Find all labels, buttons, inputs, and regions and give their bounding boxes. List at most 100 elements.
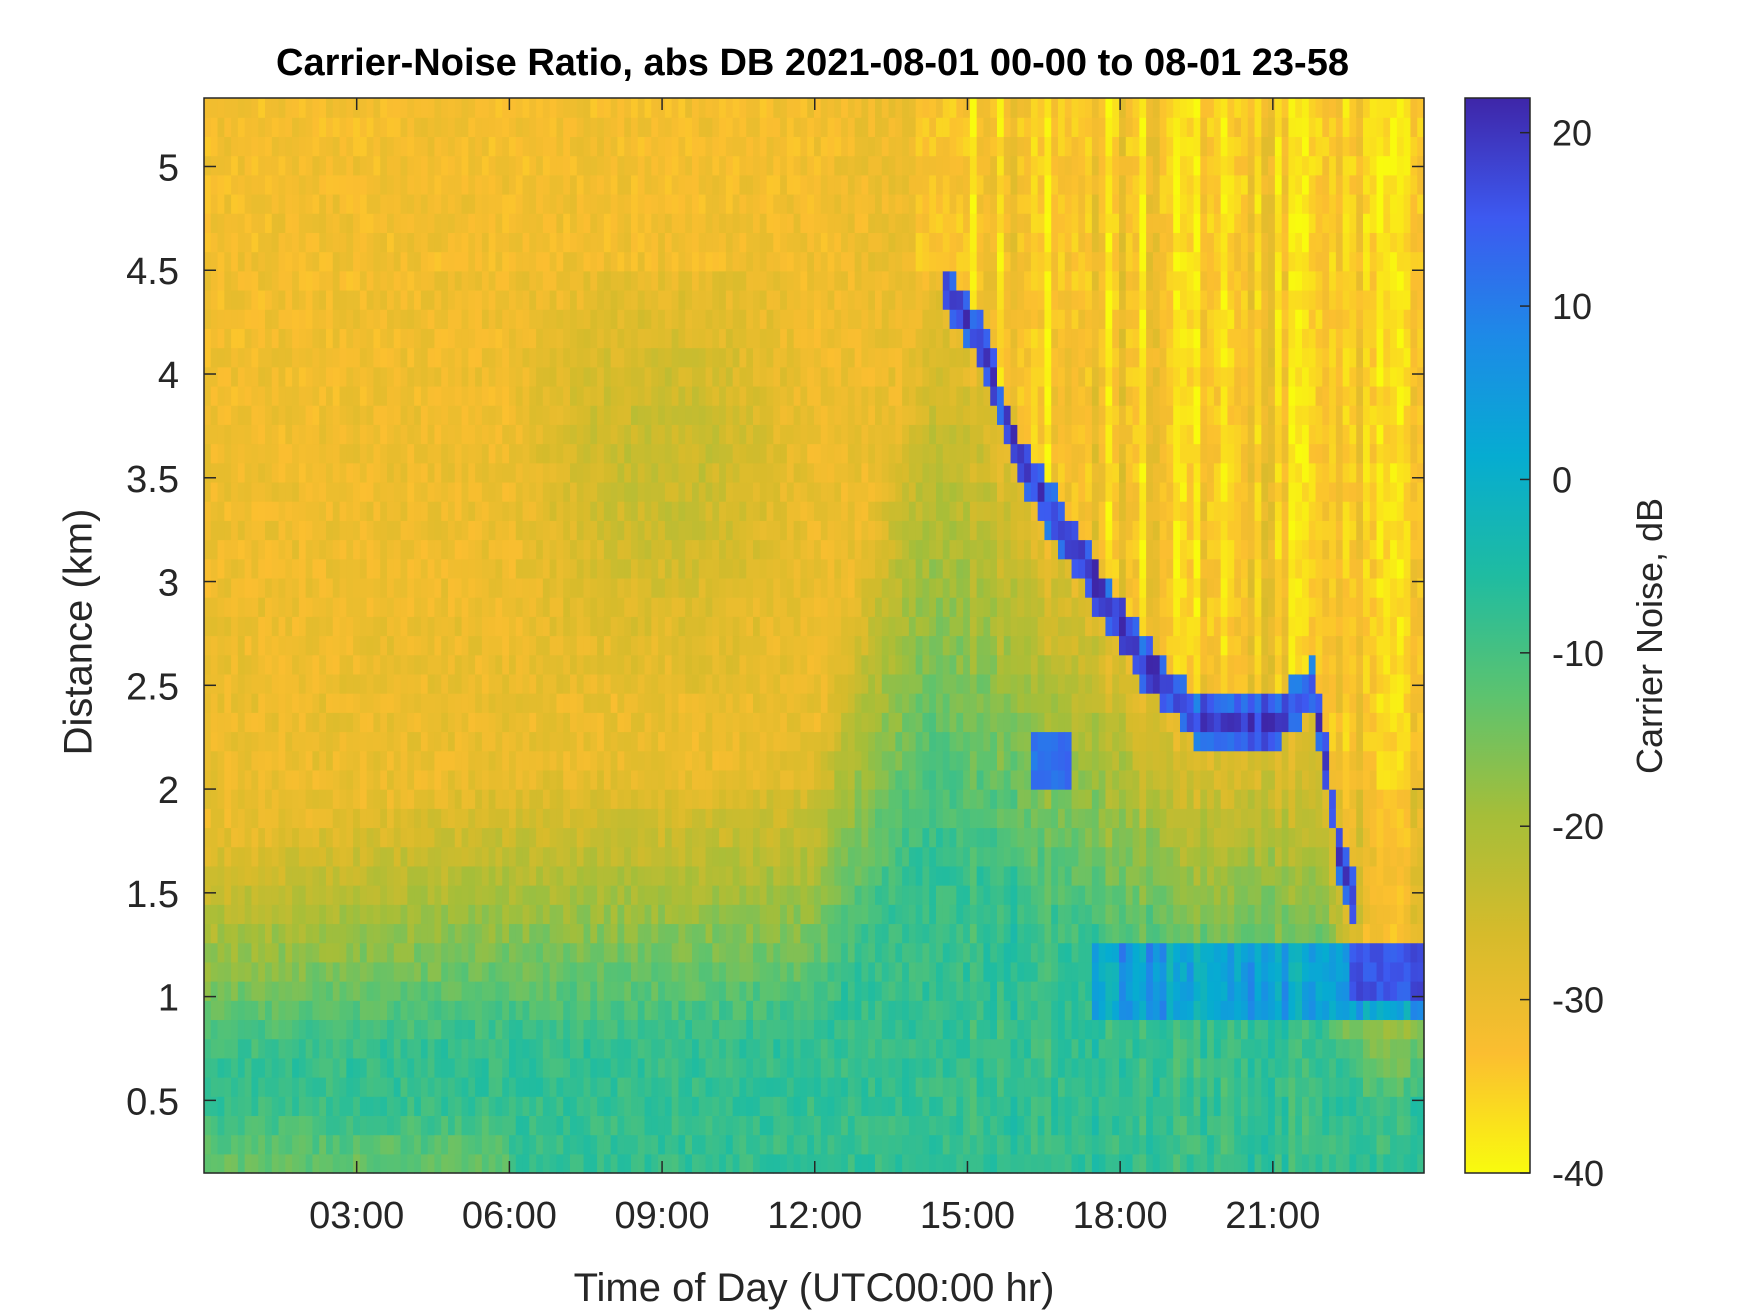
- heatmap-cell: [332, 501, 341, 521]
- heatmap-cell: [664, 923, 673, 944]
- heatmap-cell: [739, 501, 747, 521]
- heatmap-cell: [603, 731, 612, 752]
- heatmap-cell: [265, 405, 273, 425]
- heatmap-cell: [475, 174, 483, 195]
- heatmap-cell: [786, 481, 795, 502]
- heatmap-cell: [536, 328, 544, 349]
- heatmap-cell: [590, 577, 598, 598]
- heatmap-cell: [495, 174, 503, 195]
- heatmap-cell: [251, 405, 259, 425]
- heatmap-cell: [509, 251, 517, 272]
- heatmap-cell: [773, 347, 781, 368]
- heatmap-cell: [536, 769, 544, 790]
- heatmap-cell: [651, 385, 659, 406]
- heatmap-cell: [414, 366, 422, 387]
- heatmap-cell: [759, 673, 768, 694]
- heatmap-cell: [237, 136, 246, 157]
- heatmap-cell: [441, 117, 449, 137]
- heatmap-cell: [766, 1077, 774, 1097]
- heatmap-cell: [380, 347, 388, 368]
- heatmap-cell: [319, 193, 327, 214]
- heatmap-cell: [644, 1115, 652, 1136]
- heatmap-cell: [353, 136, 361, 157]
- heatmap-cell: [298, 405, 307, 425]
- heatmap-cell: [488, 481, 497, 502]
- heatmap-cell: [556, 981, 564, 1001]
- heatmap-cell: [495, 347, 503, 368]
- heatmap-cell: [305, 1153, 314, 1174]
- heatmap-cell: [793, 251, 802, 272]
- heatmap-cell: [732, 1096, 741, 1117]
- heatmap-cell: [800, 213, 808, 233]
- heatmap-cell: [217, 808, 225, 829]
- heatmap-cell: [637, 808, 646, 829]
- heatmap-cell: [237, 885, 246, 905]
- heatmap-cell: [644, 597, 652, 617]
- heatmap-cell: [393, 424, 402, 445]
- heatmap-cell: [488, 366, 497, 387]
- heatmap-cell: [400, 577, 408, 598]
- heatmap-cell: [495, 289, 503, 310]
- heatmap-cell: [759, 654, 768, 675]
- heatmap-cell: [800, 865, 808, 886]
- heatmap-cell: [509, 174, 517, 195]
- heatmap-cell: [366, 1115, 375, 1136]
- heatmap-cell: [786, 827, 795, 848]
- heatmap-cell: [664, 654, 673, 675]
- heatmap-cell: [231, 347, 239, 368]
- heatmap-cell: [468, 1038, 476, 1059]
- heatmap-cell: [332, 558, 341, 579]
- heatmap-cell: [536, 616, 544, 637]
- heatmap-cell: [441, 1057, 449, 1078]
- heatmap-cell: [759, 981, 768, 1001]
- heatmap-cell: [739, 827, 747, 848]
- heatmap-cell: [468, 904, 476, 925]
- heatmap-cell: [244, 673, 253, 694]
- heatmap-cell: [332, 577, 341, 598]
- heatmap-cell: [732, 193, 741, 214]
- heatmap-cell: [637, 769, 646, 790]
- heatmap-cell: [346, 865, 354, 886]
- heatmap-cell: [231, 558, 239, 579]
- heatmap-cell: [244, 309, 253, 329]
- heatmap-cell: [265, 827, 273, 848]
- heatmap-cell: [353, 1019, 361, 1040]
- heatmap-cell: [651, 885, 659, 905]
- heatmap-cell: [502, 673, 510, 694]
- heatmap-cell: [522, 750, 530, 771]
- heatmap-cell: [204, 885, 212, 905]
- heatmap-cell: [576, 1019, 585, 1040]
- heatmap-cell: [671, 558, 680, 579]
- heatmap-cell: [631, 1153, 639, 1174]
- heatmap-cell: [536, 1096, 544, 1117]
- heatmap-cell: [759, 155, 768, 176]
- heatmap-cell: [556, 597, 564, 617]
- heatmap-cell: [671, 213, 680, 233]
- heatmap-cell: [786, 155, 795, 176]
- heatmap-cell: [637, 923, 646, 944]
- heatmap-cell: [664, 520, 673, 541]
- heatmap-cell: [346, 136, 354, 157]
- heatmap-cell: [631, 712, 639, 733]
- heatmap-cell: [502, 232, 510, 253]
- heatmap-cell: [265, 1077, 273, 1097]
- heatmap-cell: [712, 1077, 720, 1097]
- heatmap-cell: [346, 1057, 354, 1078]
- heatmap-cell: [685, 117, 693, 137]
- heatmap-cell: [705, 443, 713, 464]
- heatmap-cell: [292, 827, 300, 848]
- heatmap-cell: [624, 789, 632, 809]
- heatmap-cell: [420, 193, 429, 214]
- heatmap-cell: [366, 1038, 375, 1059]
- heatmap-cell: [488, 808, 497, 829]
- heatmap-cell: [631, 846, 639, 867]
- heatmap-cell: [461, 347, 469, 368]
- heatmap-cell: [712, 520, 720, 541]
- heatmap-cell: [346, 366, 354, 387]
- heatmap-cell: [380, 443, 388, 464]
- heatmap-cell: [583, 174, 591, 195]
- heatmap-cell: [624, 750, 632, 771]
- heatmap-cell: [244, 405, 253, 425]
- heatmap-cell: [298, 942, 307, 963]
- heatmap-cell: [373, 923, 381, 944]
